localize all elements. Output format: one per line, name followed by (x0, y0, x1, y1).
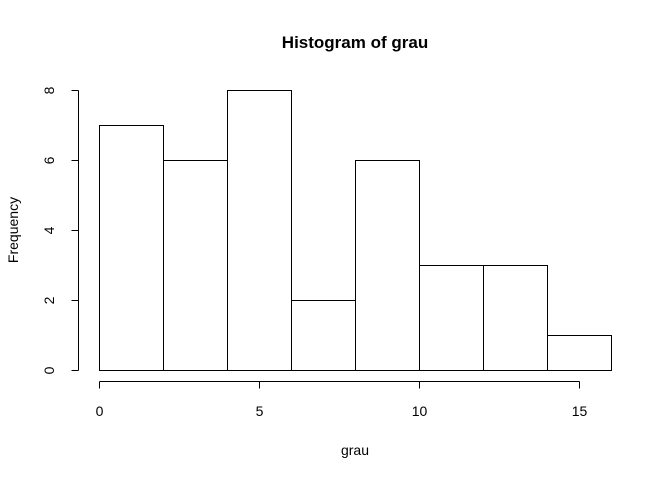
y-tick-label-0: 0 (41, 366, 57, 374)
bars-group (99, 90, 612, 371)
y-tick-label-2: 4 (41, 226, 57, 234)
histogram-bar-2 (227, 90, 292, 371)
histogram-bar-7 (547, 335, 612, 371)
y-axis-label: Frequency (5, 197, 21, 263)
histogram-bar-3 (291, 300, 356, 371)
histogram-bar-0 (99, 125, 164, 371)
histogram-bar-1 (163, 160, 228, 371)
histogram-bar-5 (419, 265, 484, 371)
x-tick-label-3: 15 (572, 403, 588, 419)
y-tick-label-3: 6 (41, 156, 57, 164)
x-tick-label-1: 5 (256, 403, 264, 419)
y-tick-label-4: 8 (41, 86, 57, 94)
y-axis: 0 2 4 6 8 (41, 86, 79, 374)
x-tick-label-2: 10 (412, 403, 428, 419)
x-tick-label-0: 0 (96, 403, 104, 419)
histogram-bar-6 (483, 265, 548, 371)
y-tick-label-1: 2 (41, 296, 57, 304)
x-axis: 0 5 10 15 (96, 381, 588, 419)
x-axis-label: grau (341, 442, 369, 458)
chart-title: Histogram of grau (282, 33, 428, 52)
histogram-bar-4 (355, 160, 420, 371)
